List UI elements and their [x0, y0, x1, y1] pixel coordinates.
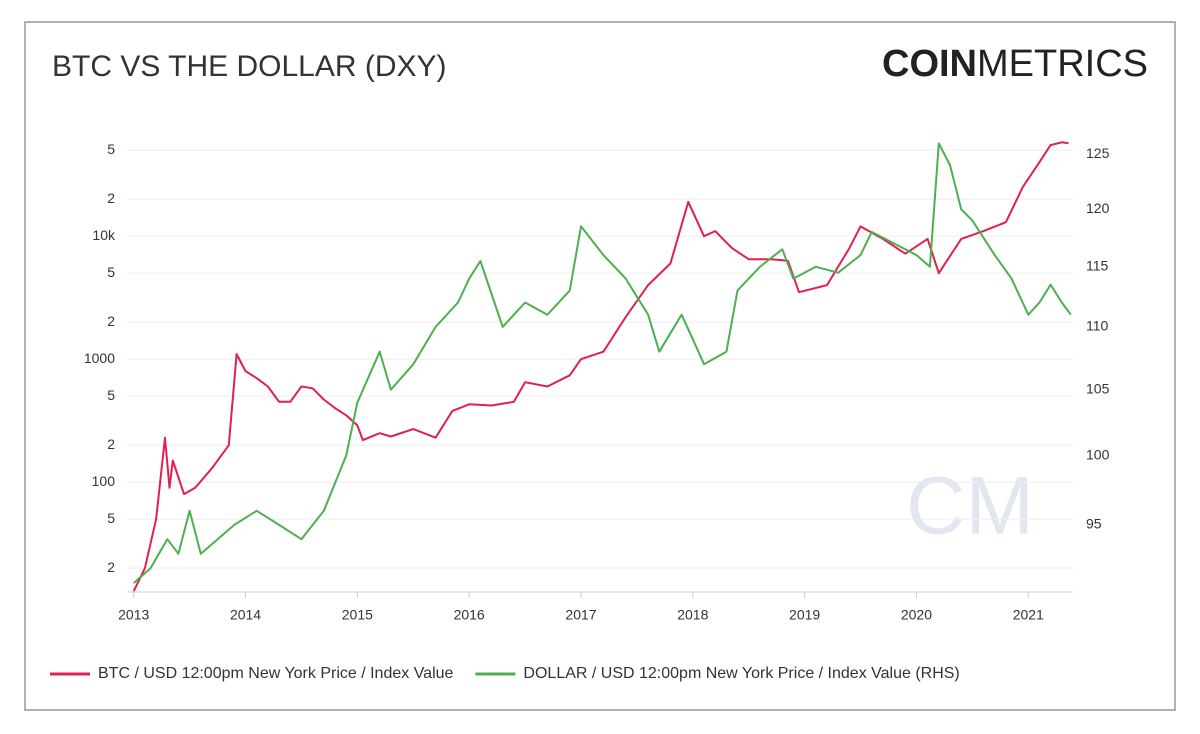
- legend-label: DOLLAR / USD 12:00pm New York Price / In…: [523, 665, 959, 682]
- y-tick-label: 5: [107, 510, 115, 526]
- y2-tick-label: 105: [1086, 380, 1110, 396]
- y2-tick-label: 110: [1086, 318, 1109, 334]
- y-tick-label: 2: [107, 436, 115, 452]
- frame: [24, 21, 1176, 711]
- legend-label: BTC / USD 12:00pm New York Price / Index…: [98, 665, 454, 682]
- x-tick-label: 2020: [901, 607, 932, 623]
- y-tick-label: 100: [92, 473, 116, 489]
- logo: COINMETRICS: [882, 43, 1148, 85]
- logo-light: METRICS: [977, 43, 1148, 85]
- x-tick-label: 2021: [1013, 607, 1044, 623]
- y-tick-label: 5: [107, 387, 115, 403]
- x-tick-label: 2015: [342, 607, 373, 623]
- x-tick-label: 2019: [789, 607, 820, 623]
- y2-tick-label: 95: [1086, 516, 1102, 532]
- line: [133, 142, 1072, 584]
- y-tick-label: 5: [107, 141, 115, 157]
- watermark: CM: [906, 461, 1034, 552]
- y-tick-label: 2: [107, 559, 115, 575]
- chart-title: BTC VS THE DOLLAR (DXY): [52, 50, 447, 83]
- y-tick-label: 10k: [92, 227, 116, 243]
- x-tick-label: 2017: [565, 607, 596, 623]
- logo-bold: COIN: [882, 43, 977, 85]
- x-tick-label: 2013: [118, 607, 149, 623]
- y-tick-label: 2: [107, 190, 115, 206]
- x-tick-label: 2016: [454, 607, 485, 623]
- y-tick-label: 5: [107, 264, 115, 280]
- x-tick-label: 2018: [677, 607, 708, 623]
- y2-tick-label: 120: [1086, 200, 1110, 216]
- y-tick-label: 2: [107, 313, 115, 329]
- line: [132, 141, 1069, 592]
- y2-tick-label: 125: [1086, 145, 1110, 161]
- y2-tick-label: 115: [1086, 258, 1109, 274]
- x-tick-label: 2014: [230, 607, 261, 623]
- y-tick-label: 1000: [84, 350, 115, 366]
- y2-tick-label: 100: [1086, 446, 1110, 462]
